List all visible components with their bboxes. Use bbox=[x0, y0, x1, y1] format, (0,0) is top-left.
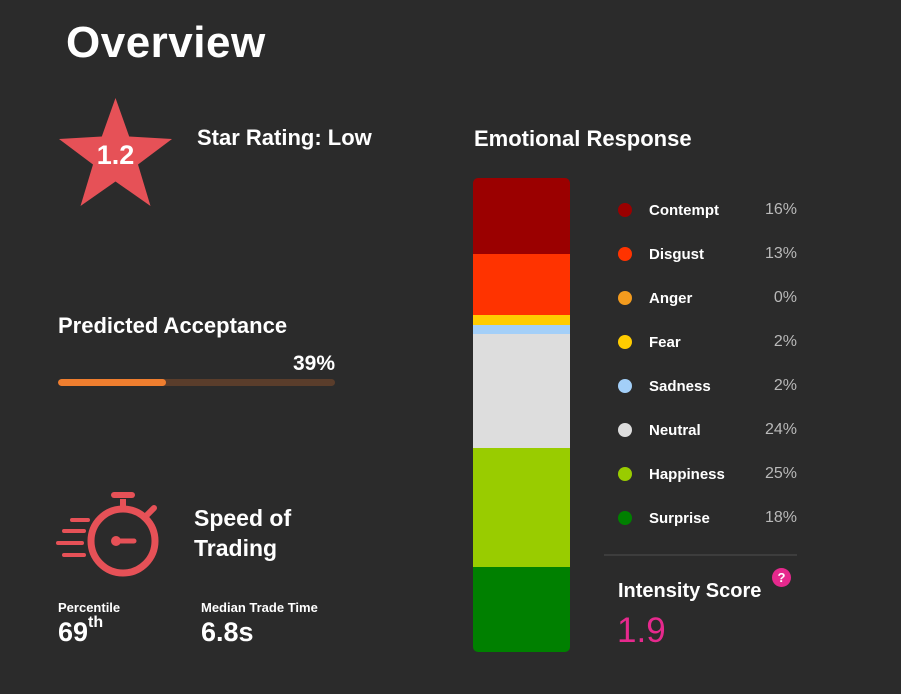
legend-dot-icon bbox=[618, 247, 632, 261]
legend-percent: 16% bbox=[764, 201, 797, 218]
legend-label: Disgust bbox=[649, 245, 705, 263]
median-trade-time-value: 6.8s bbox=[201, 617, 254, 647]
legend-dot-icon bbox=[618, 467, 632, 481]
legend-item-neutral: Neutral 24% bbox=[618, 408, 800, 452]
legend-dot-icon bbox=[618, 511, 632, 525]
star-rating-badge: 1.2 bbox=[58, 98, 173, 208]
legend-percent: 18% bbox=[764, 509, 797, 526]
speed-of-trading-title: Speed of Trading bbox=[194, 505, 292, 561]
emotion-segment-neutral bbox=[473, 334, 570, 449]
legend-label: Fear bbox=[649, 333, 681, 351]
legend-percent: 24% bbox=[764, 421, 797, 438]
legend-percent: 2% bbox=[773, 333, 797, 350]
legend-label: Anger bbox=[649, 289, 693, 307]
legend-dot-icon bbox=[618, 335, 632, 349]
legend-item-disgust: Disgust 13% bbox=[618, 232, 800, 276]
legend-label: Happiness bbox=[649, 465, 725, 483]
emotion-segment-contempt bbox=[473, 178, 570, 254]
legend-percent: 13% bbox=[764, 245, 797, 262]
legend-item-happiness: Happiness 25% bbox=[618, 452, 800, 496]
star-icon bbox=[59, 98, 172, 206]
legend-item-fear: Fear 2% bbox=[618, 320, 800, 364]
intensity-score-value: 1.9 bbox=[617, 611, 666, 650]
help-icon[interactable]: ? bbox=[772, 568, 791, 587]
legend-percent: 25% bbox=[764, 465, 797, 482]
emotion-segment-fear bbox=[473, 315, 570, 325]
legend-label: Surprise bbox=[649, 509, 710, 527]
emotion-segment-disgust bbox=[473, 253, 570, 316]
legend-item-surprise: Surprise 18% bbox=[618, 496, 800, 540]
stopwatch-icon bbox=[56, 486, 161, 581]
legend-item-anger: Anger 0% bbox=[618, 276, 800, 320]
legend-dot-icon bbox=[618, 379, 632, 393]
legend-item-sadness: Sadness 2% bbox=[618, 364, 800, 408]
legend-dot-icon bbox=[618, 423, 632, 437]
legend-dot-icon bbox=[618, 203, 632, 217]
percentile-label: Percentile bbox=[58, 600, 121, 615]
legend-percent: 2% bbox=[773, 377, 797, 394]
percentile-value: 69th bbox=[58, 614, 104, 648]
legend-dot-icon bbox=[618, 291, 632, 305]
divider bbox=[604, 554, 797, 556]
predicted-acceptance-bar-fill bbox=[58, 379, 167, 386]
predicted-acceptance-bar bbox=[58, 379, 335, 386]
emotion-segment-happiness bbox=[473, 448, 570, 567]
predicted-acceptance-title: Predicted Acceptance bbox=[58, 313, 288, 338]
star-rating-label: Star Rating: Low bbox=[197, 125, 372, 150]
page-title: Overview bbox=[66, 18, 266, 67]
legend-item-contempt: Contempt 16% bbox=[618, 188, 800, 232]
star-rating-value: 1.2 bbox=[96, 140, 135, 170]
emotion-legend: Contempt 16% Disgust 13% Anger 0% Fear 2% Sadnes… bbox=[618, 188, 800, 540]
percentile-number: 69 bbox=[58, 617, 89, 647]
intensity-score-title: Intensity Score bbox=[618, 580, 762, 602]
emotion-segment-surprise bbox=[473, 566, 570, 652]
legend-label: Contempt bbox=[649, 201, 719, 219]
median-trade-time-label: Median Trade Time bbox=[201, 600, 318, 615]
emotion-stacked-bar bbox=[473, 178, 570, 652]
percentile-suffix: th bbox=[88, 614, 104, 631]
legend-label: Neutral bbox=[649, 421, 701, 439]
legend-percent: 0% bbox=[773, 289, 797, 306]
emotion-segment-sadness bbox=[473, 324, 570, 335]
legend-label: Sadness bbox=[649, 377, 711, 395]
emotional-response-title: Emotional Response bbox=[474, 126, 692, 151]
predicted-acceptance-percent: 39% bbox=[292, 352, 335, 375]
